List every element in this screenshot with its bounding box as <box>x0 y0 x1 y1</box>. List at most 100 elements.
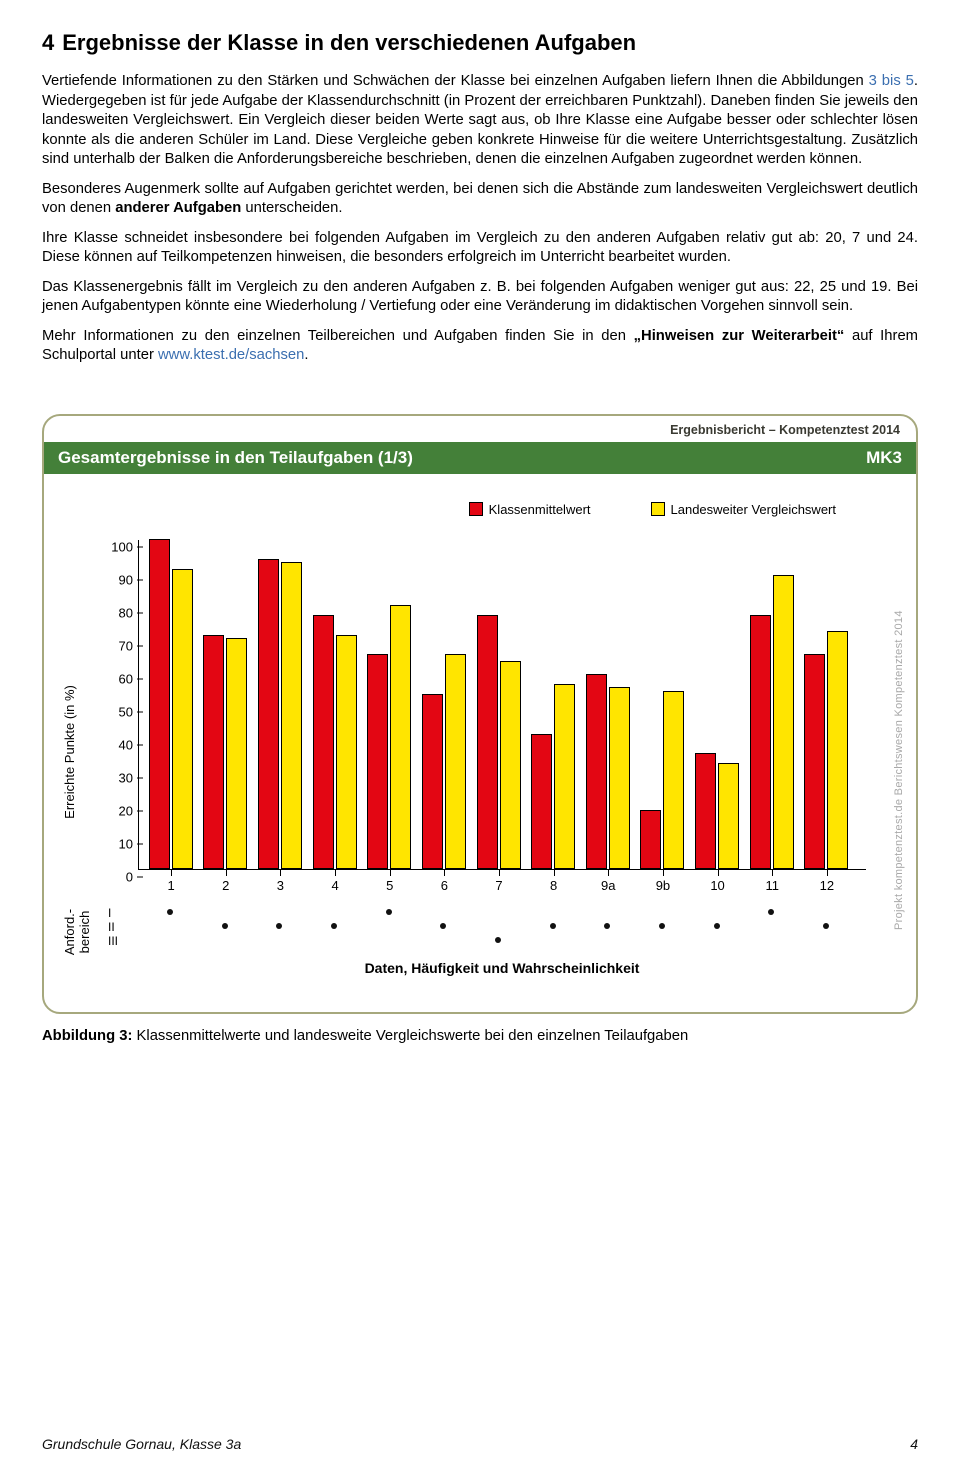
p2-strong: anderer Aufgaben <box>115 200 241 216</box>
y-tick: 20 <box>91 803 133 818</box>
p5a: Mehr Informationen zu den einzelnen Teil… <box>42 328 634 344</box>
y-tick: 30 <box>91 770 133 785</box>
section-number: 4 <box>42 30 54 56</box>
bar-state <box>500 661 521 869</box>
x-tick-label: 4 <box>321 878 349 893</box>
afb-dot <box>331 923 337 929</box>
bar-state <box>281 562 302 869</box>
afb-dot <box>495 937 501 943</box>
bar-class <box>149 539 170 869</box>
afb-dot <box>768 909 774 915</box>
footer-right: 4 <box>910 1436 918 1452</box>
paragraph-3: Ihre Klasse schneidet insbesondere bei f… <box>42 229 918 268</box>
bar-class <box>804 654 825 869</box>
legend-swatch-class <box>469 502 483 516</box>
p5c: . <box>304 347 308 363</box>
y-tick: 40 <box>91 737 133 752</box>
bar-class <box>586 674 607 869</box>
y-axis-label: Erreichte Punkte (in %) <box>62 685 77 819</box>
bar-state <box>390 605 411 869</box>
x-tick-label: 11 <box>758 878 786 893</box>
bar-state <box>172 569 193 869</box>
section-title: 4 Ergebnisse der Klasse in den verschiede… <box>42 30 918 56</box>
bar-class <box>258 559 279 869</box>
side-credit: Projekt kompetenztest.de Berichtswesen K… <box>893 610 905 930</box>
x-tick-label: 7 <box>485 878 513 893</box>
bar-class <box>531 734 552 869</box>
bar-class <box>695 753 716 869</box>
bar-class <box>313 615 334 869</box>
x-tick-label: 9b <box>649 878 677 893</box>
y-tick: 80 <box>91 605 133 620</box>
bar-class <box>367 654 388 869</box>
report-box: Ergebnisbericht – Kompetenztest 2014 Ges… <box>42 414 918 1014</box>
report-band-left: Gesamtergebnisse in den Teilaufgaben (1/… <box>58 448 413 468</box>
afb-dot <box>222 923 228 929</box>
y-tick: 60 <box>91 671 133 686</box>
figure-caption: Abbildung 3: Klassenmittelwerte und land… <box>42 1028 918 1044</box>
x-tick-label: 5 <box>376 878 404 893</box>
legend-class-label: Klassenmittelwert <box>489 502 591 517</box>
p1a: Vertiefende Informationen zu den Stärken… <box>42 73 869 89</box>
paragraph-2: Besonderes Augenmerk sollte auf Aufgaben… <box>42 180 918 219</box>
paragraph-1: Vertiefende Informationen zu den Stärken… <box>42 72 918 170</box>
paragraph-5: Mehr Informationen zu den einzelnen Teil… <box>42 327 918 366</box>
paragraph-4: Das Klassenergebnis fällt im Vergleich z… <box>42 278 918 317</box>
y-tick: 10 <box>91 836 133 851</box>
afb-row-label: II <box>108 920 115 934</box>
domain-label: Daten, Häufigkeit und Wahrscheinlichkeit <box>138 960 866 976</box>
afb-dot <box>167 909 173 915</box>
p2b: unterscheiden. <box>241 200 342 216</box>
page-footer: Grundschule Gornau, Klasse 3a 4 <box>42 1436 918 1452</box>
report-band-right: MK3 <box>866 448 902 468</box>
y-tick: 100 <box>91 539 133 554</box>
y-tick: 90 <box>91 572 133 587</box>
figure-range-link[interactable]: 3 bis 5 <box>869 73 914 89</box>
x-tick-label: 2 <box>212 878 240 893</box>
afb-dot <box>714 923 720 929</box>
bar-state <box>718 763 739 869</box>
y-tick: 0 <box>91 869 133 884</box>
bar-class <box>477 615 498 869</box>
chart-area: Klassenmittelwert Landesweiter Vergleich… <box>54 492 906 1002</box>
bar-class <box>750 615 771 869</box>
x-tick-label: 10 <box>704 878 732 893</box>
report-topline: Ergebnisbericht – Kompetenztest 2014 <box>44 416 916 442</box>
legend-state: Landesweiter Vergleichswert <box>651 502 836 517</box>
x-tick-label: 9a <box>594 878 622 893</box>
bar-state <box>554 684 575 869</box>
figure-caption-text: Klassenmittelwerte und landesweite Vergl… <box>132 1028 688 1044</box>
bar-state <box>827 631 848 869</box>
afb-row-label: I <box>108 906 111 920</box>
bar-state <box>445 654 466 869</box>
bar-state <box>336 635 357 869</box>
x-tick-label: 12 <box>813 878 841 893</box>
bar-class <box>640 810 661 869</box>
footer-left: Grundschule Gornau, Klasse 3a <box>42 1436 241 1452</box>
x-tick-label: 3 <box>266 878 294 893</box>
bar-state <box>226 638 247 869</box>
p5-strong: „Hinweisen zur Weiterarbeit“ <box>634 328 845 344</box>
x-tick-label: 1 <box>157 878 185 893</box>
chart-plot: 0102030405060708090100123456789a9b101112 <box>138 540 866 870</box>
section-title-text: Ergebnisse der Klasse in den verschieden… <box>62 30 636 55</box>
bar-state <box>773 575 794 869</box>
bar-state <box>663 691 684 869</box>
legend-class: Klassenmittelwert <box>469 502 591 517</box>
afb-dot <box>276 923 282 929</box>
legend-state-label: Landesweiter Vergleichswert <box>671 502 836 517</box>
afb-label: Anford.-bereich <box>62 909 92 955</box>
afb-dot <box>659 923 665 929</box>
figure-caption-label: Abbildung 3: <box>42 1028 132 1044</box>
afb-dot <box>550 923 556 929</box>
y-tick: 50 <box>91 704 133 719</box>
y-tick: 70 <box>91 638 133 653</box>
report-band: Gesamtergebnisse in den Teilaufgaben (1/… <box>44 442 916 474</box>
afb-dot <box>440 923 446 929</box>
bar-state <box>609 687 630 869</box>
afb-dot <box>386 909 392 915</box>
afb-row-label: III <box>108 934 118 948</box>
x-tick-label: 8 <box>540 878 568 893</box>
portal-link[interactable]: www.ktest.de/sachsen <box>158 347 304 363</box>
afb-dot <box>823 923 829 929</box>
